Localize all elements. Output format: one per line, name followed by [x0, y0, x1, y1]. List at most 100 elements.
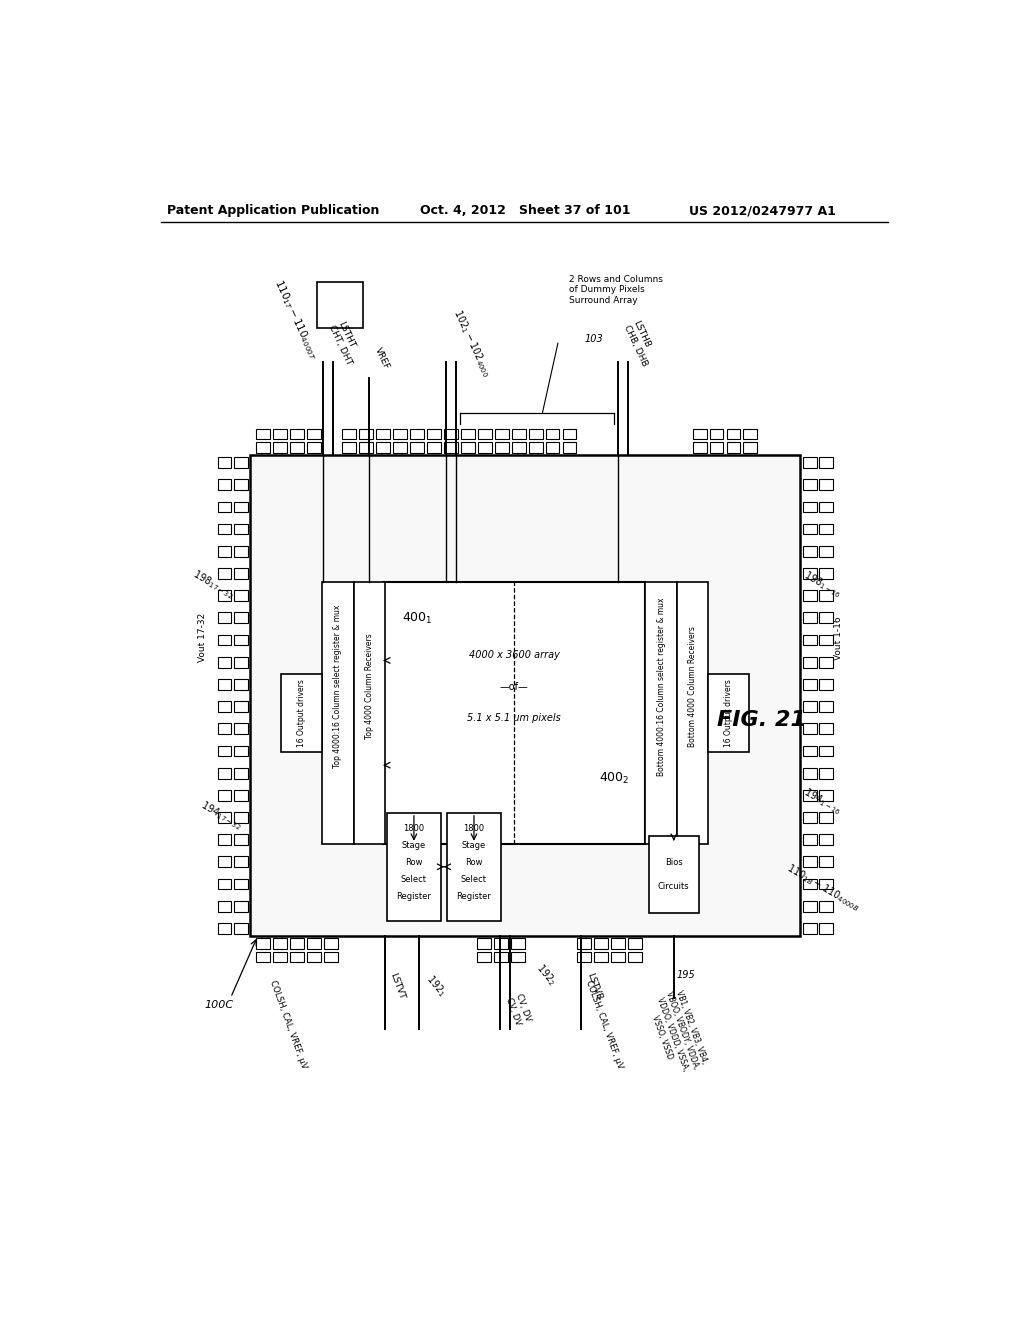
- Bar: [819, 789, 833, 801]
- Text: $400_1$: $400_1$: [402, 611, 433, 626]
- Bar: [233, 479, 248, 490]
- Bar: [512, 429, 525, 440]
- Bar: [819, 612, 833, 623]
- Bar: [256, 952, 270, 962]
- Bar: [819, 479, 833, 490]
- Text: LSTHB
CHB, DHB: LSTHB CHB, DHB: [622, 319, 658, 367]
- Bar: [233, 834, 248, 845]
- Bar: [256, 939, 270, 949]
- Bar: [233, 612, 248, 623]
- Text: $198_{17-32}$: $198_{17-32}$: [190, 568, 237, 602]
- Bar: [307, 442, 321, 453]
- Bar: [354, 582, 385, 843]
- Bar: [819, 834, 833, 845]
- Bar: [359, 429, 373, 440]
- Bar: [803, 612, 816, 623]
- Bar: [233, 768, 248, 779]
- Text: 1800: 1800: [464, 824, 484, 833]
- Bar: [803, 524, 816, 535]
- Text: CV, DV
CV, DV: CV, DV CV, DV: [504, 993, 532, 1026]
- Text: US 2012/0247977 A1: US 2012/0247977 A1: [688, 205, 836, 218]
- Bar: [447, 813, 501, 921]
- Text: Vout 1-16: Vout 1-16: [834, 616, 843, 660]
- Bar: [217, 879, 231, 890]
- Bar: [217, 923, 231, 933]
- Bar: [803, 857, 816, 867]
- Bar: [233, 701, 248, 711]
- Bar: [819, 768, 833, 779]
- Bar: [611, 952, 625, 962]
- Text: Stage: Stage: [401, 841, 426, 850]
- Bar: [511, 952, 524, 962]
- Bar: [819, 568, 833, 579]
- Bar: [393, 442, 407, 453]
- Bar: [233, 900, 248, 912]
- Bar: [628, 952, 642, 962]
- Text: Register: Register: [396, 891, 431, 900]
- Bar: [217, 546, 231, 557]
- Bar: [256, 429, 270, 440]
- Bar: [743, 429, 758, 440]
- Bar: [427, 429, 441, 440]
- Bar: [803, 657, 816, 668]
- Bar: [307, 939, 321, 949]
- Text: 16 Output drivers: 16 Output drivers: [297, 678, 305, 747]
- Bar: [708, 673, 749, 752]
- Bar: [819, 635, 833, 645]
- Bar: [307, 952, 321, 962]
- Bar: [803, 923, 816, 933]
- Text: $110_{1B}-110_{4000B}$: $110_{1B}-110_{4000B}$: [783, 862, 862, 915]
- Bar: [410, 442, 424, 453]
- Text: 1800: 1800: [403, 824, 425, 833]
- Bar: [494, 939, 508, 949]
- Text: 195: 195: [676, 970, 695, 979]
- Bar: [217, 568, 231, 579]
- Bar: [803, 701, 816, 711]
- Bar: [803, 768, 816, 779]
- Bar: [803, 879, 816, 890]
- Bar: [819, 879, 833, 890]
- Bar: [512, 442, 525, 453]
- Text: $194_{1-16}$: $194_{1-16}$: [802, 785, 844, 818]
- Bar: [803, 457, 816, 469]
- Text: $194_{17-32}$: $194_{17-32}$: [199, 799, 245, 833]
- Bar: [342, 429, 356, 440]
- Bar: [477, 952, 490, 962]
- Bar: [290, 952, 304, 962]
- Text: $110_{1T}-110_{4000T}$: $110_{1T}-110_{4000T}$: [271, 277, 321, 363]
- Bar: [217, 834, 231, 845]
- Bar: [233, 812, 248, 822]
- Bar: [324, 939, 338, 949]
- Bar: [803, 635, 816, 645]
- Bar: [546, 429, 559, 440]
- Bar: [528, 442, 543, 453]
- Bar: [233, 923, 248, 933]
- Bar: [217, 746, 231, 756]
- Bar: [383, 582, 645, 843]
- Text: COLSH, CAL, VREF, μV: COLSH, CAL, VREF, μV: [584, 979, 625, 1071]
- Bar: [819, 524, 833, 535]
- Text: $102_1-102_{4000}$: $102_1-102_{4000}$: [451, 308, 494, 379]
- Bar: [819, 457, 833, 469]
- Bar: [217, 900, 231, 912]
- Bar: [819, 812, 833, 822]
- Bar: [290, 939, 304, 949]
- Bar: [233, 590, 248, 601]
- Bar: [233, 857, 248, 867]
- Bar: [444, 442, 458, 453]
- Text: 103: 103: [585, 334, 603, 345]
- Bar: [250, 455, 801, 936]
- Bar: [819, 590, 833, 601]
- Bar: [233, 524, 248, 535]
- Text: FIG. 21: FIG. 21: [718, 710, 807, 730]
- Bar: [233, 457, 248, 469]
- Bar: [803, 834, 816, 845]
- Bar: [819, 678, 833, 690]
- Bar: [316, 281, 364, 327]
- Bar: [376, 429, 390, 440]
- Bar: [359, 442, 373, 453]
- Bar: [233, 746, 248, 756]
- Bar: [819, 923, 833, 933]
- Bar: [511, 939, 524, 949]
- Bar: [495, 442, 509, 453]
